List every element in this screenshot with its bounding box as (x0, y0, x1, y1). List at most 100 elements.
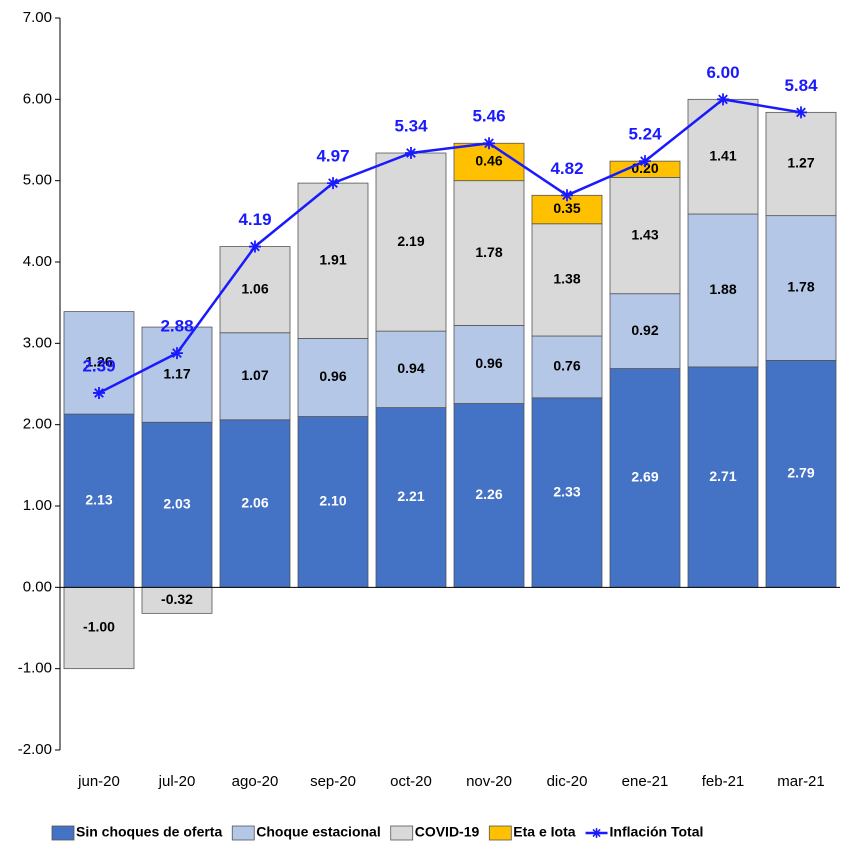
x-tick-label: oct-20 (390, 773, 432, 790)
x-tick-label: ene-21 (622, 773, 669, 790)
bar-label: 1.27 (787, 155, 814, 171)
bar-label: 1.78 (475, 244, 502, 260)
legend-swatch (390, 825, 414, 841)
x-tick-label: sep-20 (310, 773, 356, 790)
bar (297, 338, 369, 417)
line-marker (171, 347, 183, 360)
bar-label: 2.79 (787, 465, 814, 481)
line-label: 5.34 (394, 116, 428, 135)
bar (609, 293, 681, 369)
y-tick-label: 0.00 (23, 578, 52, 595)
bar (453, 403, 525, 588)
bar (453, 180, 525, 326)
bar (453, 142, 525, 182)
bar-label: 1.78 (787, 279, 814, 295)
y-tick-label: 2.00 (23, 416, 52, 433)
legend-swatch (231, 825, 255, 841)
y-tick-label: -1.00 (18, 660, 52, 677)
bar (453, 325, 525, 404)
line-marker (639, 155, 651, 168)
line-label: 5.24 (628, 125, 662, 144)
bar (297, 416, 369, 588)
bar (375, 407, 447, 588)
line-label: 4.19 (238, 210, 271, 229)
legend-label: Inflación Total (610, 824, 704, 840)
y-tick-label: 6.00 (23, 90, 52, 107)
y-tick-label: 4.00 (23, 253, 52, 270)
bar (531, 335, 603, 399)
bar (219, 246, 291, 334)
bar (141, 421, 213, 588)
bar (141, 586, 213, 614)
legend-label: Sin choques de oferta (76, 824, 222, 840)
x-tick-label: jul-20 (158, 773, 196, 790)
y-tick-label: -2.00 (18, 741, 52, 758)
line-label: 2.39 (82, 356, 115, 375)
legend-swatch (51, 825, 75, 841)
line-marker (93, 386, 105, 399)
x-tick-label: dic-20 (547, 773, 588, 790)
y-tick-label: 7.00 (23, 9, 52, 26)
bar-label: 0.96 (319, 368, 346, 384)
line-label: 6.00 (706, 63, 739, 82)
legend-label: Choque estacional (256, 824, 380, 840)
bar-label: -0.32 (161, 591, 193, 607)
bar (687, 366, 759, 588)
bar-label: 1.07 (241, 367, 268, 383)
legend-marker (591, 828, 602, 838)
bar-label: 1.06 (241, 280, 268, 296)
bar (687, 213, 759, 368)
y-tick-label: 1.00 (23, 497, 52, 514)
line-marker (249, 240, 261, 253)
bar (141, 326, 213, 423)
bar-label: 1.17 (163, 365, 190, 381)
line-marker (717, 93, 729, 106)
line-marker (795, 106, 807, 119)
legend-label: Eta e Iota (513, 824, 575, 840)
bar-label: 1.43 (631, 226, 658, 242)
bar-label: 0.94 (397, 360, 424, 376)
y-tick-label: 5.00 (23, 172, 52, 189)
bar-label: 2.19 (397, 233, 424, 249)
bar (375, 330, 447, 408)
bar-label: 2.69 (631, 469, 658, 485)
bar-label: 0.35 (553, 200, 580, 216)
bar-label: 1.91 (319, 251, 346, 267)
x-tick-label: jun-20 (77, 773, 120, 790)
x-tick-label: mar-21 (777, 773, 825, 790)
bar (219, 332, 291, 421)
x-tick-label: ago-20 (232, 773, 279, 790)
bar (765, 215, 837, 361)
line-label: 4.97 (316, 147, 349, 166)
bar-label: 1.41 (709, 147, 736, 163)
legend-swatch (488, 825, 512, 841)
line-label: 5.84 (784, 76, 818, 95)
line-label: 2.88 (160, 317, 193, 336)
bar-label: 2.06 (241, 494, 268, 510)
line (98, 98, 802, 395)
bar-label: 2.21 (397, 488, 424, 504)
bar-label: 1.38 (553, 271, 580, 287)
bar (609, 177, 681, 295)
bar-label: 0.46 (475, 153, 502, 169)
bar (531, 397, 603, 588)
y-tick-label: 3.00 (23, 334, 52, 351)
bar-label: 2.33 (553, 483, 580, 499)
line-marker (483, 137, 495, 150)
bar-label: 2.10 (319, 493, 346, 509)
bar-label: 2.03 (163, 495, 190, 511)
bar-label: 2.71 (709, 468, 736, 484)
x-tick-label: nov-20 (466, 773, 512, 790)
bar-label: 0.96 (475, 355, 502, 371)
bar (219, 419, 291, 588)
bar-label: 2.26 (475, 486, 502, 502)
line-label: 4.82 (550, 159, 583, 178)
bar (297, 182, 369, 339)
legend-label: COVID-19 (415, 824, 480, 840)
line-marker (561, 189, 573, 202)
bar (609, 368, 681, 588)
bar-label: 1.88 (709, 281, 736, 297)
bar-label: 0.92 (631, 322, 658, 338)
line-marker (405, 147, 417, 160)
